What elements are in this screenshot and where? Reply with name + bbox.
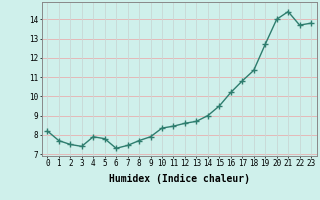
X-axis label: Humidex (Indice chaleur): Humidex (Indice chaleur) bbox=[109, 174, 250, 184]
